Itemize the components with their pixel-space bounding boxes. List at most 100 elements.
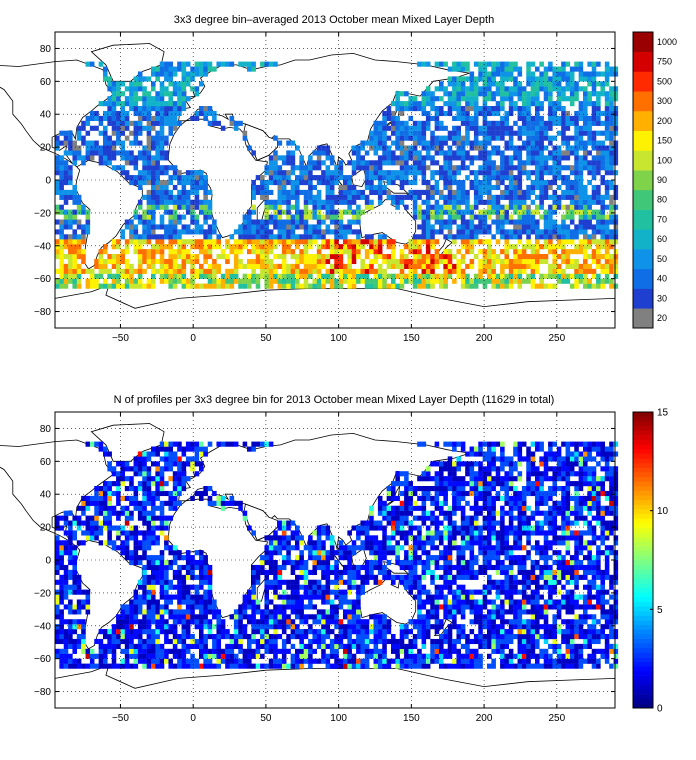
data-cell xyxy=(473,254,479,260)
data-cell xyxy=(500,278,505,284)
data-cell xyxy=(482,189,488,195)
data-cell xyxy=(199,569,204,575)
data-cell xyxy=(290,584,296,590)
data-cell xyxy=(443,258,448,265)
data-cell xyxy=(111,510,117,516)
data-cell xyxy=(469,184,475,191)
data-cell xyxy=(238,505,243,511)
data-cell xyxy=(251,446,256,452)
data-cell xyxy=(487,150,492,156)
data-cell xyxy=(233,278,239,284)
data-cell xyxy=(487,214,492,220)
data-cell xyxy=(325,184,331,191)
data-cell xyxy=(565,278,571,284)
data-cell xyxy=(491,145,496,151)
data-cell xyxy=(482,135,488,141)
data-cell xyxy=(168,495,174,501)
data-cell xyxy=(373,249,379,255)
data-cell xyxy=(609,160,614,166)
data-cell xyxy=(561,120,566,126)
data-cell xyxy=(177,278,182,284)
data-cell xyxy=(447,135,453,141)
data-cell xyxy=(107,258,112,265)
data-cell xyxy=(369,184,374,191)
data-cell xyxy=(447,184,453,191)
data-cell xyxy=(530,258,536,265)
data-cell xyxy=(133,490,139,497)
data-cell xyxy=(591,140,597,146)
data-cell xyxy=(151,574,156,580)
data-cell xyxy=(351,170,357,176)
data-cell xyxy=(351,219,357,225)
data-cell xyxy=(574,273,579,279)
data-cell xyxy=(68,180,73,186)
data-cell xyxy=(194,170,200,176)
data-cell xyxy=(146,648,152,654)
data-cell xyxy=(391,150,396,156)
data-cell xyxy=(277,170,283,176)
data-cell xyxy=(535,115,540,121)
data-cell xyxy=(609,130,614,136)
data-cell xyxy=(55,614,60,620)
data-cell xyxy=(312,648,318,654)
data-cell xyxy=(561,175,566,181)
data-cell xyxy=(321,283,326,289)
data-cell xyxy=(473,229,479,235)
data-cell xyxy=(591,209,597,215)
data-cell xyxy=(238,61,243,67)
data-cell xyxy=(295,574,300,580)
data-cell xyxy=(172,638,178,645)
data-cell xyxy=(94,283,99,289)
data-cell xyxy=(425,244,431,250)
data-cell xyxy=(137,214,143,220)
data-cell xyxy=(609,86,614,92)
data-cell xyxy=(264,555,270,561)
data-cell xyxy=(220,500,226,506)
data-cell xyxy=(569,145,575,151)
data-cell xyxy=(199,451,204,457)
data-cell xyxy=(399,155,405,161)
data-cell xyxy=(159,520,165,526)
data-cell xyxy=(395,140,400,146)
data-cell xyxy=(460,209,466,215)
data-cell xyxy=(107,495,112,501)
data-cell xyxy=(412,155,418,161)
data-cell xyxy=(482,199,488,205)
data-cell xyxy=(103,249,108,255)
data-cell xyxy=(299,663,304,669)
data-cell xyxy=(417,214,422,220)
data-cell xyxy=(386,239,392,245)
data-cell xyxy=(220,619,226,625)
data-cell xyxy=(465,204,470,210)
data-cell xyxy=(116,254,121,260)
data-cell xyxy=(72,619,78,625)
data-cell xyxy=(343,273,348,279)
data-cell xyxy=(151,579,156,585)
data-cell xyxy=(155,466,160,472)
data-cell xyxy=(308,653,313,659)
data-cell xyxy=(526,110,531,117)
data-cell xyxy=(460,96,466,102)
data-cell xyxy=(604,66,610,72)
data-cell xyxy=(460,199,466,205)
data-cell xyxy=(530,283,536,289)
data-cell xyxy=(447,224,453,230)
data-cell xyxy=(268,634,274,640)
data-cell xyxy=(561,91,566,97)
data-cell xyxy=(168,194,174,200)
data-cell xyxy=(142,545,147,551)
data-cell xyxy=(565,224,571,230)
data-cell xyxy=(207,268,213,274)
data-cell xyxy=(412,170,418,176)
data-cell xyxy=(168,594,174,600)
data-cell xyxy=(194,441,200,447)
data-cell xyxy=(600,283,606,289)
data-cell xyxy=(487,170,492,176)
data-cell xyxy=(452,219,457,225)
data-cell xyxy=(338,219,344,225)
data-cell xyxy=(164,61,169,67)
data-cell xyxy=(473,170,479,176)
data-cell xyxy=(295,564,300,571)
data-cell xyxy=(535,145,540,151)
data-cell xyxy=(103,278,108,284)
